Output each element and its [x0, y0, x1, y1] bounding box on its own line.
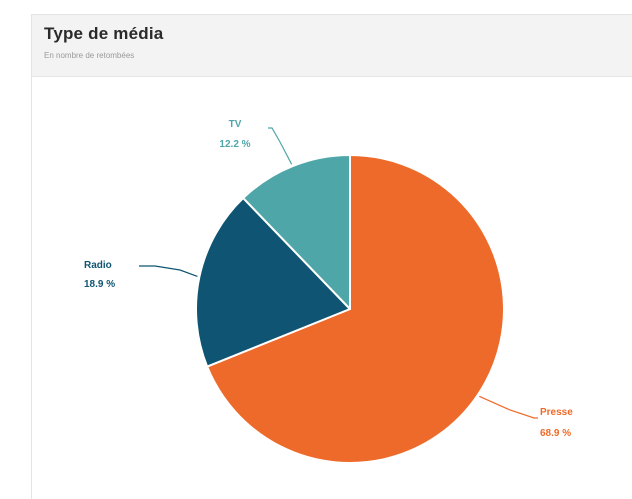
leader-line-presse	[479, 395, 538, 419]
pie-slice-tv[interactable]	[242, 154, 351, 310]
slice-value-presse: 68.9 %	[540, 428, 571, 439]
pie-slices	[195, 154, 505, 464]
leader-line-tv	[268, 127, 293, 165]
leader-line-radio	[139, 265, 198, 277]
chart-title: Type de média	[44, 24, 164, 43]
pie-labels: Presse 68.9 % Radio 18.9 % TV 12.2 %	[84, 119, 573, 439]
pie-slice-presse[interactable]	[206, 154, 505, 464]
card-header: Type de média En nombre de retombées	[32, 15, 632, 77]
slice-value-radio: 18.9 %	[84, 279, 115, 290]
slice-label-presse: Presse	[540, 407, 573, 418]
pie-slice-radio[interactable]	[195, 197, 351, 368]
pie-leader-lines	[139, 127, 538, 419]
slice-value-tv: 12.2 %	[219, 139, 250, 150]
chart-subtitle: En nombre de retombées	[44, 51, 135, 60]
slice-label-tv: TV	[229, 119, 242, 130]
slice-label-radio: Radio	[84, 260, 112, 271]
